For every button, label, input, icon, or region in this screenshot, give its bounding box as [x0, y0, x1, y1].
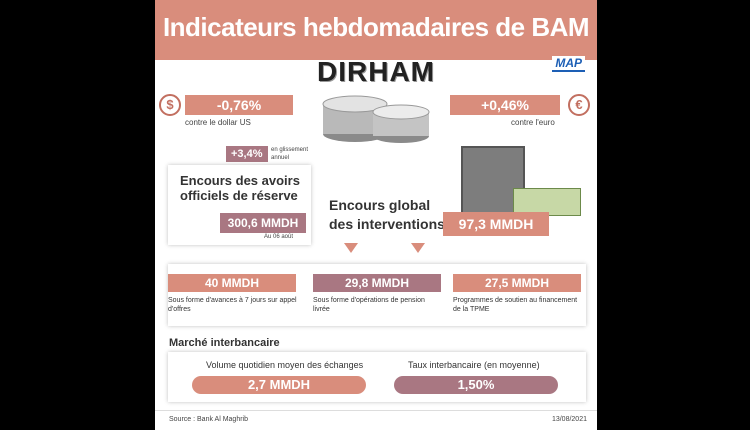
breakdown-card: 40 MMDH Sous forme d'avances à 7 jours s… — [168, 264, 586, 326]
reserves-date: Au 06 août — [264, 234, 294, 240]
interbank-rate-value: 1,50% — [394, 376, 558, 394]
publication-date: 13/08/2021 — [551, 416, 587, 423]
currency-title: DIRHAM — [317, 56, 435, 87]
reserves-annual-change: +3,4% — [226, 146, 268, 162]
breakdown-value-2: 29,8 MMDH — [313, 274, 441, 292]
dollar-caption: contre le dollar US — [185, 118, 251, 127]
source-text: Source : Bank Al Maghrib — [169, 416, 248, 423]
breakdown-text-3: Programmes de soutien au financement de … — [453, 297, 578, 313]
infographic-panel: Indicateurs hebdomadaires de BAM MAP DIR… — [155, 0, 597, 430]
header-banner: Indicateurs hebdomadaires de BAM — [155, 0, 597, 60]
reserves-card: Encours des avoirs officiels de réserve … — [168, 165, 311, 245]
interbank-card: Volume quotidien moyen des échanges 2,7 … — [168, 352, 586, 402]
euro-caption: contre l'euro — [511, 118, 555, 127]
interbank-title: Marché interbancaire — [169, 337, 280, 349]
interventions-title: Encours global des interventions — [329, 196, 445, 234]
down-arrow-icon — [344, 243, 358, 253]
cash-icon — [513, 188, 581, 216]
reserves-value: 300,6 MMDH — [220, 213, 306, 233]
interbank-rate-label: Taux interbancaire (en moyenne) — [408, 360, 540, 370]
breakdown-text-2: Sous forme d'opérations de pension livré… — [313, 297, 425, 313]
reserves-annual-caption: en glissement annuel — [271, 147, 309, 161]
interbank-volume-value: 2,7 MMDH — [192, 376, 366, 394]
breakdown-text-1: Sous forme d'avances à 7 jours sur appel… — [168, 297, 297, 313]
breakdown-value-3: 27,5 MMDH — [453, 274, 581, 292]
page-title: Indicateurs hebdomadaires de BAM — [162, 12, 590, 42]
interventions-title-line2: des interventions — [329, 216, 445, 232]
euro-icon: € — [568, 94, 590, 116]
dollar-change: -0,76% — [185, 95, 293, 115]
map-logo: MAP — [552, 56, 585, 72]
interventions-title-line1: Encours global — [329, 197, 431, 213]
euro-change: +0,46% — [450, 95, 560, 115]
coins-illustration — [322, 95, 430, 143]
interventions-value: 97,3 MMDH — [443, 212, 549, 236]
breakdown-value-1: 40 MMDH — [168, 274, 296, 292]
down-arrow-icon — [411, 243, 425, 253]
reserves-title: Encours des avoirs officiels de réserve — [180, 173, 300, 203]
footer-divider — [155, 410, 597, 411]
interbank-volume-label: Volume quotidien moyen des échanges — [206, 360, 364, 370]
dollar-icon: $ — [159, 94, 181, 116]
